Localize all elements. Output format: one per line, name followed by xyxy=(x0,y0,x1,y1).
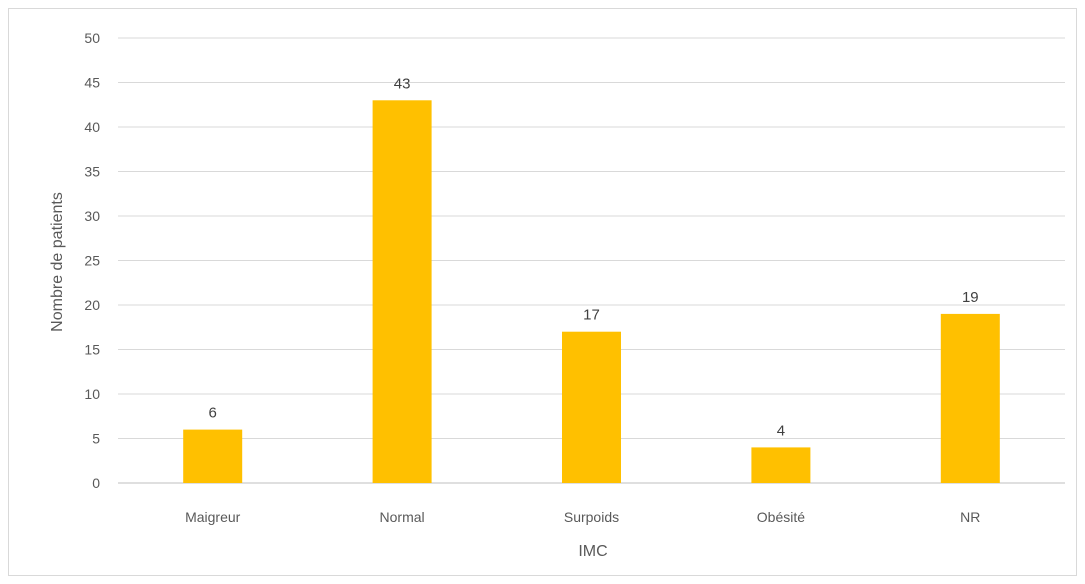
x-tick-label: Surpoids xyxy=(564,509,619,525)
y-tick-label: 40 xyxy=(84,119,100,135)
bar-ob-sit- xyxy=(751,447,811,483)
x-tick-label: Obésité xyxy=(757,509,805,525)
y-tick-label: 10 xyxy=(84,386,100,402)
y-axis-ticks: 0 5 10 15 20 25 30 35 40 45 50 xyxy=(84,30,100,491)
y-tick-label: 0 xyxy=(92,475,100,491)
data-labels: 6 43 17 4 19 xyxy=(209,75,979,439)
y-axis-title: Nombre de patients xyxy=(49,192,66,332)
bar-nr xyxy=(940,313,1000,483)
y-tick-label: 5 xyxy=(92,431,100,447)
bars xyxy=(183,100,1000,484)
y-tick-label: 20 xyxy=(84,297,100,313)
data-label: 19 xyxy=(962,289,979,306)
x-axis-ticks: Maigreur Normal Surpoids Obésité NR xyxy=(185,509,980,525)
y-tick-label: 50 xyxy=(84,30,100,46)
bar-maigreur xyxy=(183,429,243,483)
x-tick-label: NR xyxy=(960,509,980,525)
y-tick-label: 45 xyxy=(84,75,100,91)
x-tick-label: Normal xyxy=(380,509,425,525)
data-label: 43 xyxy=(394,75,411,92)
x-tick-label: Maigreur xyxy=(185,509,241,525)
bar-surpoids xyxy=(562,331,621,483)
y-tick-label: 25 xyxy=(84,253,100,269)
data-label: 17 xyxy=(583,307,600,324)
gridlines xyxy=(118,37,1065,484)
y-tick-label: 35 xyxy=(84,164,100,180)
data-label: 6 xyxy=(209,405,217,422)
bar-normal xyxy=(372,100,432,484)
y-tick-label: 15 xyxy=(84,342,100,358)
data-label: 4 xyxy=(777,422,785,439)
y-tick-label: 30 xyxy=(84,208,100,224)
x-axis-title: IMC xyxy=(578,543,607,560)
